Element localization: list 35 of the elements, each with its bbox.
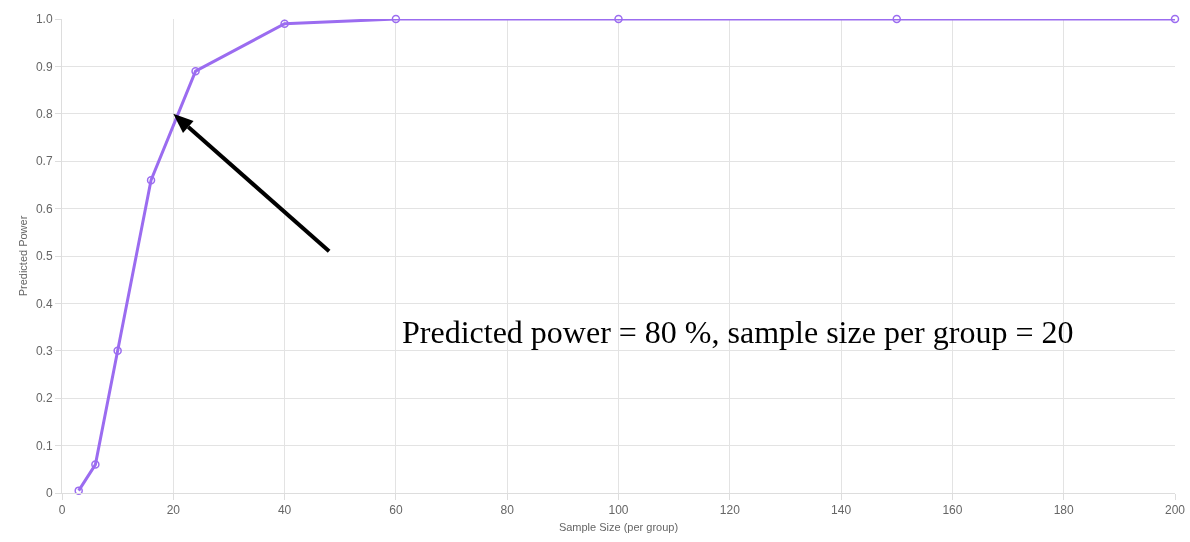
point xyxy=(91,460,100,469)
y-tick-label: 1.0 xyxy=(35,12,53,27)
x-tick-label: 180 xyxy=(1053,503,1075,518)
point xyxy=(113,346,122,356)
point xyxy=(1170,14,1180,24)
x-tick-label: 20 xyxy=(166,503,181,518)
point xyxy=(391,14,401,24)
x-tick-label: 120 xyxy=(719,503,741,518)
x-tick-label: 160 xyxy=(942,503,963,518)
x-tick-label: 140 xyxy=(831,503,852,518)
x-tick-label: 80 xyxy=(500,503,515,518)
x-tick-label: 100 xyxy=(608,503,629,518)
x-tick-label: 40 xyxy=(277,503,292,518)
x-tick-label: 200 xyxy=(1164,503,1186,518)
x-axis-title: Sample Size (per group) xyxy=(558,520,679,533)
x-tick-label: 60 xyxy=(389,503,403,518)
point xyxy=(614,14,623,24)
point xyxy=(892,14,901,24)
y-tick-label: 0.5 xyxy=(35,249,53,264)
y-tick-label: 0.6 xyxy=(35,201,53,216)
point xyxy=(74,486,83,495)
point xyxy=(146,175,156,185)
y-tick-label: 0.4 xyxy=(35,296,53,311)
y-tick-label: 0.3 xyxy=(35,344,53,358)
y-tick-label: 0.1 xyxy=(35,438,53,453)
y-tick-label: 0.8 xyxy=(35,107,53,121)
y-tick-label: 0.7 xyxy=(35,154,53,169)
x-tick-label: 0 xyxy=(58,503,66,518)
y-axis-title: Predicted Power xyxy=(16,215,29,297)
y-tick-label: 0.2 xyxy=(35,391,53,406)
y-tick-label: 0 xyxy=(45,486,53,501)
y-tick-label: 0.9 xyxy=(35,59,53,74)
point xyxy=(191,66,200,76)
point xyxy=(280,19,289,28)
annotation: Predicted power = 80 %, sample size per group = 20 xyxy=(402,314,1074,350)
